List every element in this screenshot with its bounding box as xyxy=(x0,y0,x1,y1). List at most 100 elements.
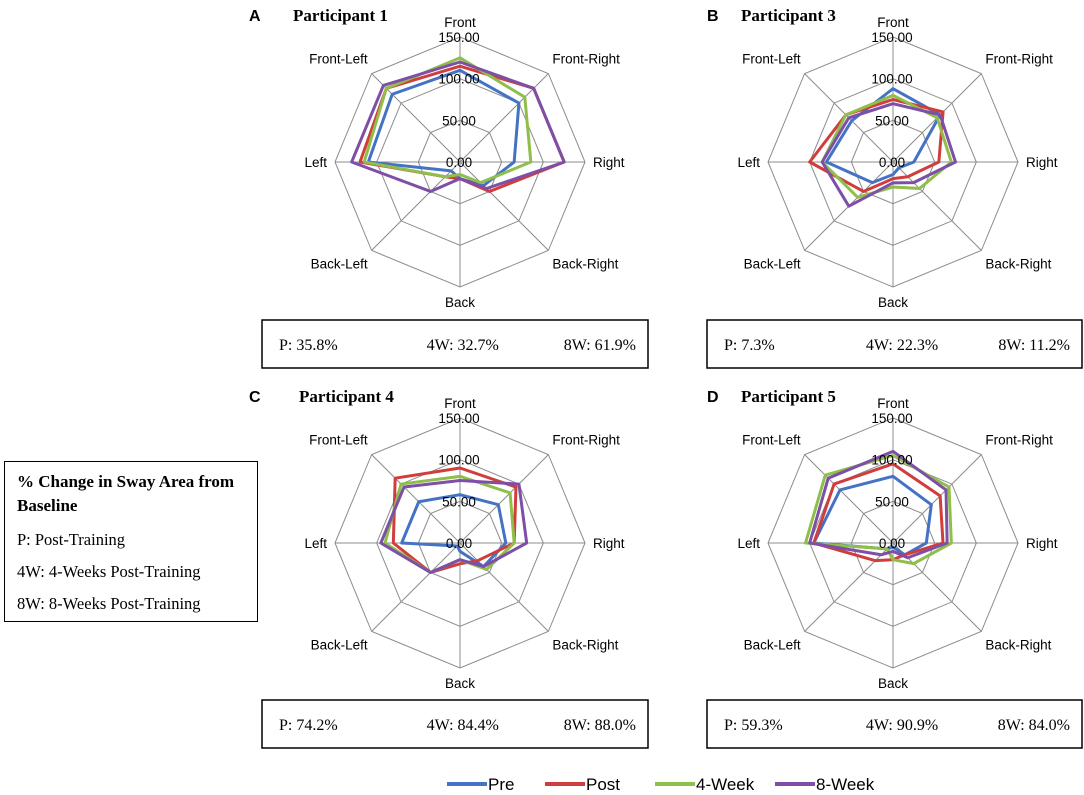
axis-label: Back xyxy=(445,676,475,691)
axis-label: Back xyxy=(445,295,475,310)
axis-label: Front-Right xyxy=(985,433,1053,448)
radar-panel-c: C Participant 40.0050.00100.00150.00Front… xyxy=(249,387,649,749)
series-post xyxy=(391,466,518,574)
tick-label: 50.00 xyxy=(875,113,909,128)
axis-label: Back xyxy=(878,295,908,310)
summary-4w: 4W: 84.4% xyxy=(427,717,499,734)
tick-label: 0.00 xyxy=(446,536,472,551)
tick-label: 0.00 xyxy=(446,155,472,170)
legend-label-pre: Pre xyxy=(488,775,514,794)
axis-label: Left xyxy=(304,155,327,170)
axis-label: Front xyxy=(444,396,476,411)
tick-label: 100.00 xyxy=(871,72,912,87)
axis-label: Back-Right xyxy=(985,637,1051,652)
summary-post: P: 74.2% xyxy=(279,717,338,734)
axis-label: Front xyxy=(444,15,476,30)
axis-label: Left xyxy=(737,536,760,551)
axis-label: Back-Left xyxy=(744,256,801,271)
tick-label: 100.00 xyxy=(438,72,479,87)
axis-label: Front-Right xyxy=(985,52,1053,67)
summary-post: P: 35.8% xyxy=(279,337,338,354)
summary-8w: 8W: 11.2% xyxy=(998,337,1070,354)
summary-4w: 4W: 32.7% xyxy=(427,337,499,354)
tick-label: 50.00 xyxy=(875,494,909,509)
tick-label: 150.00 xyxy=(438,30,479,45)
summary-box xyxy=(261,699,649,749)
info-box: % Change in Sway Area from Baseline P: P… xyxy=(4,461,258,622)
axis-label: Back xyxy=(878,676,908,691)
info-box-title: % Change in Sway Area from Baseline xyxy=(17,472,235,515)
series-4-week xyxy=(362,56,533,185)
panel-letter: C xyxy=(249,389,261,406)
spoke-line xyxy=(371,454,461,544)
axis-label: Left xyxy=(304,536,327,551)
series-8-week xyxy=(820,102,957,208)
info-line-8w: 8W: 8-Weeks Post-Training xyxy=(17,594,201,613)
tick-label: 100.00 xyxy=(871,453,912,468)
series-pre xyxy=(824,87,942,185)
axis-label: Front-Left xyxy=(742,433,801,448)
series-pre xyxy=(812,474,933,557)
summary-post: P: 7.3% xyxy=(724,337,775,354)
spoke-line xyxy=(804,542,894,632)
spoke-line xyxy=(459,161,549,251)
summary-8w: 8W: 88.0% xyxy=(564,717,636,734)
legend: Pre Post 4-Week 8-Week xyxy=(447,775,875,794)
axis-label: Front-Left xyxy=(742,52,801,67)
legend-label-8-week: 8-Week xyxy=(816,775,875,794)
axis-label: Back-Right xyxy=(552,256,618,271)
axis-label: Right xyxy=(1026,155,1058,170)
legend-label-post: Post xyxy=(586,775,620,794)
axis-label: Front xyxy=(877,396,909,411)
info-line-post: P: Post-Training xyxy=(17,530,126,549)
summary-4w: 4W: 22.3% xyxy=(866,337,938,354)
tick-label: 100.00 xyxy=(438,453,479,468)
axis-label: Front-Right xyxy=(552,52,620,67)
summary-box xyxy=(261,319,649,369)
axis-label: Right xyxy=(593,155,625,170)
axis-label: Back-Left xyxy=(311,637,368,652)
legend-label-4-week: 4-Week xyxy=(696,775,755,794)
axis-label: Front-Left xyxy=(309,433,368,448)
axis-label: Right xyxy=(1026,536,1058,551)
tick-label: 0.00 xyxy=(879,536,905,551)
axis-label: Front-Right xyxy=(552,433,620,448)
series-8-week xyxy=(808,449,949,560)
panel-title: Participant 5 xyxy=(741,387,836,406)
summary-box xyxy=(706,699,1083,749)
axis-label: Back-Right xyxy=(985,256,1051,271)
tick-label: 150.00 xyxy=(438,411,479,426)
series-4-week xyxy=(820,93,953,199)
axis-label: Back-Left xyxy=(311,256,368,271)
spoke-line xyxy=(371,542,461,632)
series-4-week xyxy=(804,454,953,566)
axis-label: Front-Left xyxy=(309,52,368,67)
panel-letter: A xyxy=(249,8,261,25)
axis-label: Left xyxy=(737,155,760,170)
tick-label: 150.00 xyxy=(871,30,912,45)
tick-label: 150.00 xyxy=(871,411,912,426)
series-pre xyxy=(400,493,508,569)
axis-label: Front xyxy=(877,15,909,30)
tick-label: 0.00 xyxy=(879,155,905,170)
tick-label: 50.00 xyxy=(442,494,476,509)
tick-label: 50.00 xyxy=(442,113,476,128)
summary-8w: 8W: 61.9% xyxy=(564,337,636,354)
axis-label: Back-Right xyxy=(552,637,618,652)
spoke-line xyxy=(459,454,549,544)
summary-4w: 4W: 90.9% xyxy=(866,717,938,734)
panel-letter: B xyxy=(707,8,719,25)
spoke-line xyxy=(892,454,982,544)
summary-8w: 8W: 84.0% xyxy=(998,717,1070,734)
panel-title: Participant 3 xyxy=(741,6,836,25)
summary-post: P: 59.3% xyxy=(724,717,783,734)
radar-panel-b: B Participant 30.0050.00100.00150.00Front… xyxy=(706,6,1083,369)
series-8-week xyxy=(379,479,529,574)
axis-label: Right xyxy=(593,536,625,551)
panel-letter: D xyxy=(707,389,719,406)
radar-panel-a: A Participant 10.0050.00100.00150.00Front… xyxy=(249,6,649,369)
panel-title: Participant 1 xyxy=(293,6,388,25)
radar-panel-d: D Participant 50.0050.00100.00150.00Front… xyxy=(706,387,1083,749)
spoke-line xyxy=(459,542,549,632)
